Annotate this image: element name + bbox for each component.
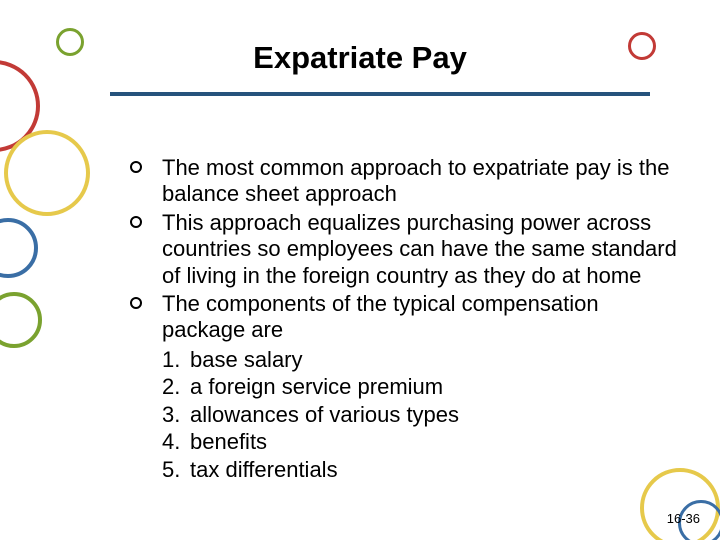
numbered-text: allowances of various types	[190, 401, 459, 429]
decor-circle	[0, 292, 42, 348]
bullet-circle-icon	[130, 297, 142, 309]
slide-number: 16-36	[667, 511, 700, 526]
decor-circle	[4, 130, 90, 216]
numbered-index: 2.	[162, 373, 190, 401]
bullet-text: The components of the typical compensati…	[162, 291, 680, 344]
slide-title: Expatriate Pay	[0, 40, 720, 76]
numbered-text: benefits	[190, 428, 267, 456]
numbered-text: base salary	[190, 346, 303, 374]
numbered-text: tax differentials	[190, 456, 338, 484]
bullet-circle-icon	[130, 161, 142, 173]
numbered-item: 3.allowances of various types	[162, 401, 680, 429]
numbered-index: 5.	[162, 456, 190, 484]
numbered-index: 4.	[162, 428, 190, 456]
numbered-item: 2.a foreign service premium	[162, 373, 680, 401]
numbered-index: 3.	[162, 401, 190, 429]
slide: Expatriate Pay The most common approach …	[0, 0, 720, 540]
bullet-circle-icon	[130, 216, 142, 228]
slide-content: The most common approach to expatriate p…	[130, 155, 680, 483]
bullet-item: The components of the typical compensati…	[130, 291, 680, 344]
decor-circle	[0, 218, 38, 278]
numbered-text: a foreign service premium	[190, 373, 443, 401]
numbered-index: 1.	[162, 346, 190, 374]
bullet-item: The most common approach to expatriate p…	[130, 155, 680, 208]
bullet-text: The most common approach to expatriate p…	[162, 155, 680, 208]
bullet-item: This approach equalizes purchasing power…	[130, 210, 680, 289]
numbered-item: 4.benefits	[162, 428, 680, 456]
bullet-text: This approach equalizes purchasing power…	[162, 210, 680, 289]
title-underline	[110, 92, 650, 96]
numbered-item: 1.base salary	[162, 346, 680, 374]
numbered-list: 1.base salary2.a foreign service premium…	[162, 346, 680, 484]
bullet-list: The most common approach to expatriate p…	[130, 155, 680, 344]
numbered-item: 5.tax differentials	[162, 456, 680, 484]
